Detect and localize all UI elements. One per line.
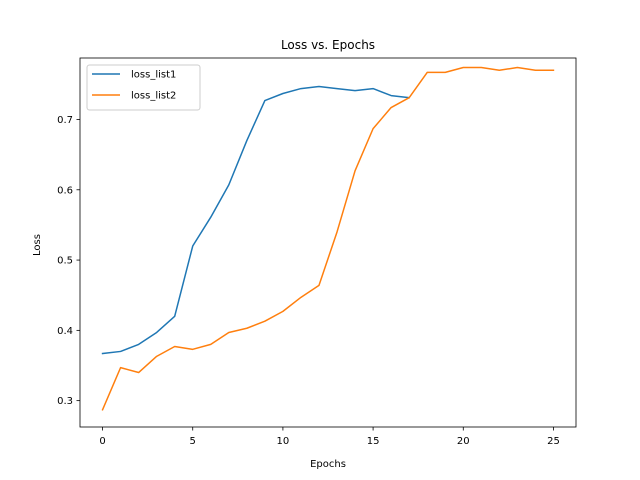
chart-title: Loss vs. Epochs	[281, 38, 375, 52]
axes: 0 5 10 15 20 25 0.3 0.4 0.5 0.6 0.7	[57, 57, 577, 447]
x-tick-label: 10	[277, 436, 290, 447]
legend-box	[86, 64, 201, 111]
y-tick-label: 0.3	[57, 396, 73, 407]
x-tick-label: 25	[547, 436, 560, 447]
legend-label-loss_list2: loss_list2	[131, 91, 176, 102]
series-line-loss_list1	[101, 85, 410, 355]
y-tick-label: 0.7	[57, 115, 73, 126]
x-tick-label: 20	[457, 436, 470, 447]
series-lines	[101, 66, 555, 411]
y-tick-label: 0.5	[57, 256, 73, 267]
series-line-loss_list2	[101, 66, 555, 411]
x-tick-label: 0	[99, 436, 105, 447]
legend: loss_list1 loss_list2	[86, 64, 201, 111]
x-axis-label: Epochs	[310, 459, 346, 470]
x-tick-label: 5	[190, 436, 196, 447]
plot-frame	[79, 57, 577, 428]
y-tick-label: 0.4	[57, 326, 73, 337]
legend-label-loss_list1: loss_list1	[131, 70, 176, 81]
y-tick-label: 0.6	[57, 185, 73, 196]
y-axis-label: Loss	[32, 234, 43, 256]
x-tick-label: 15	[367, 436, 380, 447]
